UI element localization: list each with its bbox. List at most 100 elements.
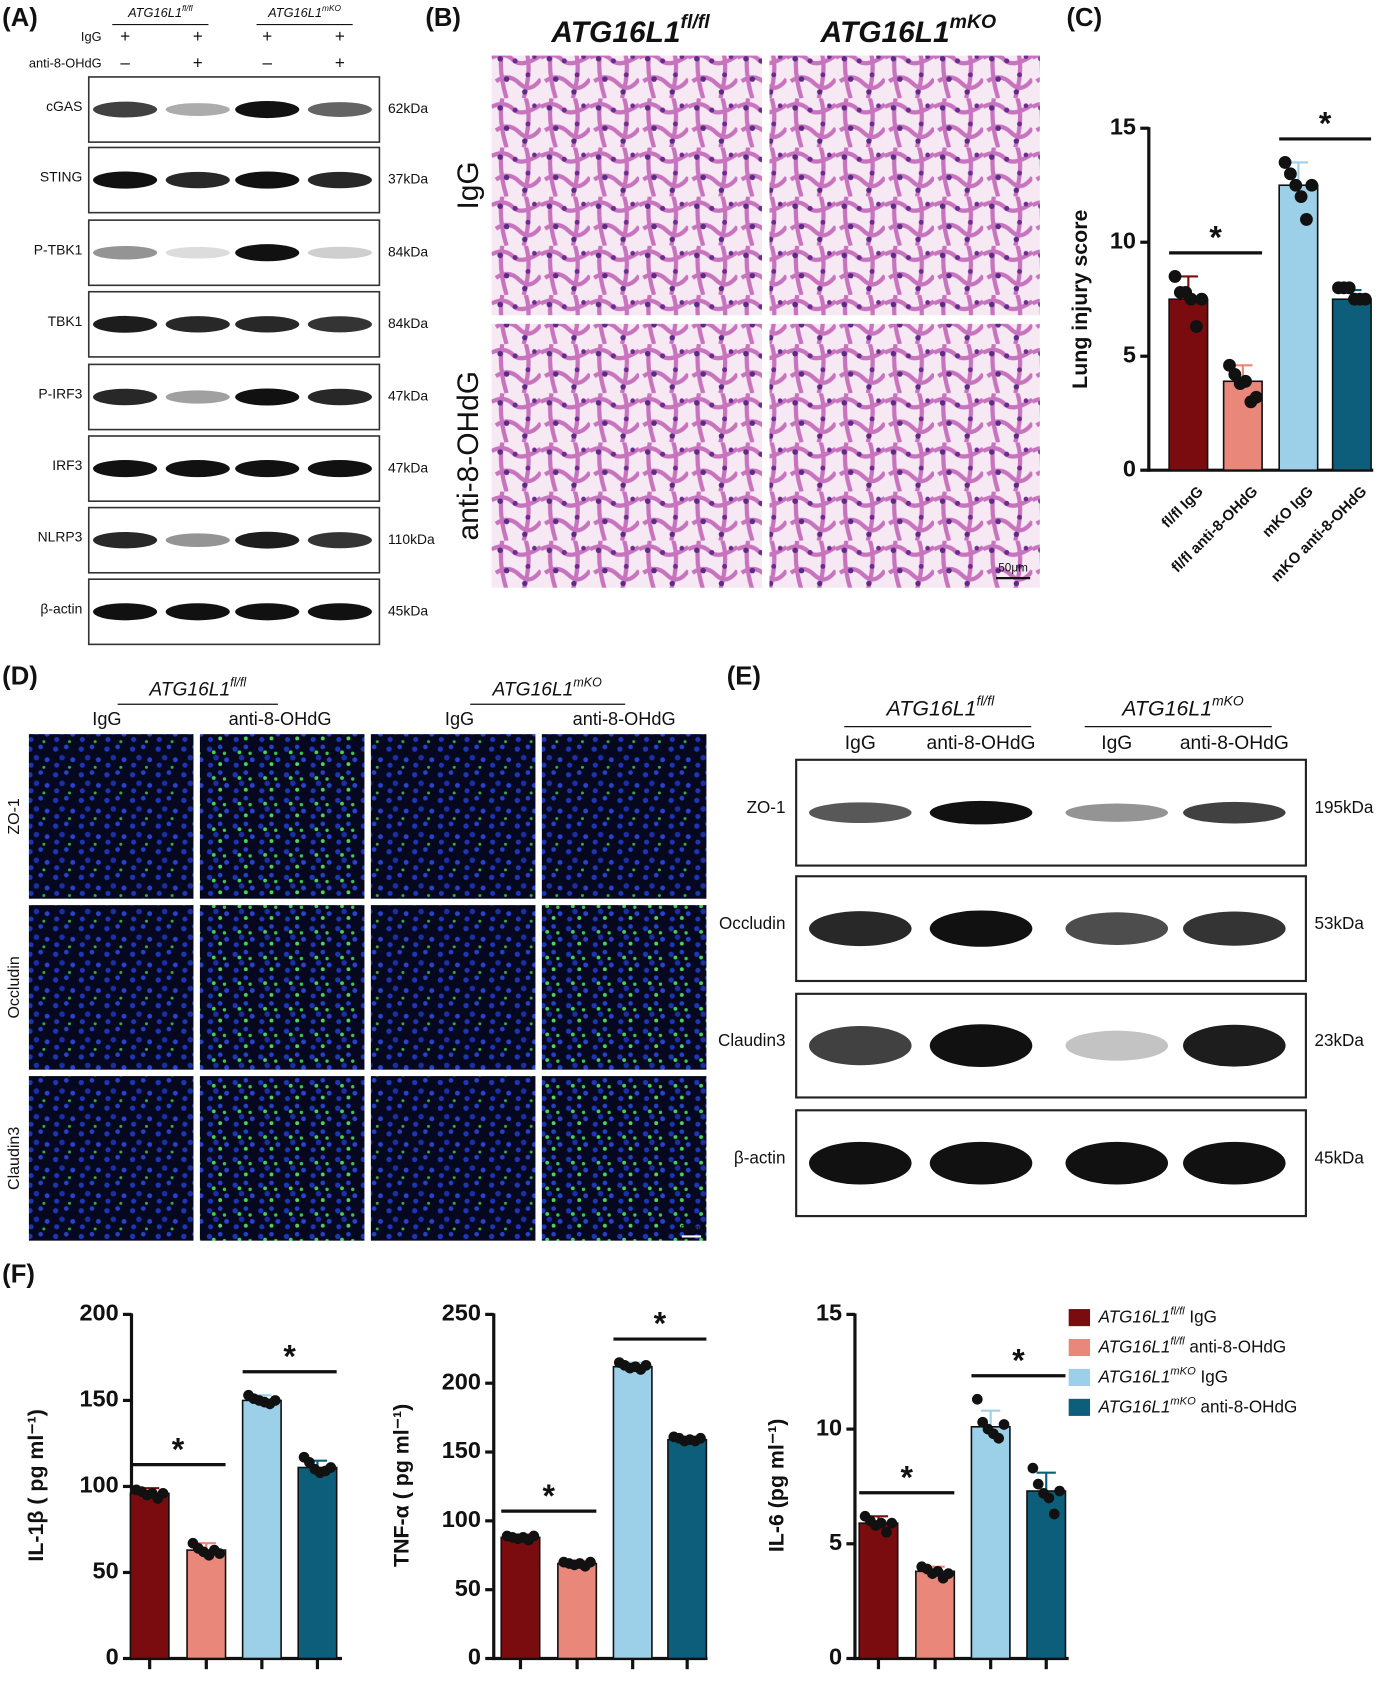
text-part: fl/fl (1170, 1335, 1185, 1347)
text-part: ATG16L1 (492, 679, 574, 700)
group-header: ATG16L1fl/fl (550, 11, 710, 49)
blot-band (165, 390, 230, 404)
data-point (1189, 320, 1203, 333)
data-point (875, 1517, 887, 1529)
blot-size: 53kDa (1314, 914, 1364, 933)
legend-label: ATG16L1mKO anti-8-OHdG (1098, 1395, 1298, 1416)
data-point (1249, 390, 1263, 404)
blot-size: 37kDa (388, 171, 428, 187)
significance-label: * (172, 1431, 185, 1467)
blot-size: 110kDa (388, 531, 435, 547)
blot-label: Claudin3 (718, 1031, 785, 1050)
blot-label: β-actin (734, 1148, 786, 1167)
treatment-mark: + (193, 54, 203, 73)
y-tick-label: 5 (1123, 341, 1136, 367)
bar (1026, 1490, 1067, 1660)
blot-band (235, 171, 300, 189)
group-header: ATG16L1fl/fl (148, 676, 247, 701)
data-point (971, 1393, 983, 1405)
blot-label: Occludin (719, 914, 785, 933)
data-point (1195, 292, 1209, 306)
column-label: IgG (1101, 733, 1132, 754)
text-part: ATG16L1 (1098, 1307, 1171, 1326)
fluorescence-image (28, 734, 194, 899)
histology-image (491, 323, 762, 588)
data-point (214, 1548, 226, 1559)
blot-label: IRF3 (52, 457, 82, 473)
bar (186, 1549, 227, 1660)
bar (297, 1466, 338, 1660)
data-point (1184, 292, 1198, 306)
fluorescence-image (199, 1076, 365, 1241)
y-tick-label: 50 (455, 1575, 481, 1601)
panel-letter: (A) (2, 4, 38, 32)
blot-size: 62kDa (388, 100, 428, 116)
blot-size: 23kDa (1314, 1031, 1364, 1050)
text-part: ATG16L1 (885, 696, 977, 720)
column-label: anti-8-OHdG (229, 709, 332, 729)
blot-band (307, 171, 372, 189)
blot-size: 45kDa (388, 602, 428, 618)
data-point (325, 1462, 337, 1473)
blot-band (93, 388, 158, 406)
legend-swatch (1068, 1338, 1091, 1357)
text-part: ATG16L1 (148, 679, 230, 700)
blot-band (929, 1141, 1033, 1185)
blot-band (307, 388, 372, 406)
data-point (1239, 374, 1252, 388)
blot-band (93, 315, 158, 333)
data-point (585, 1556, 596, 1568)
bar (612, 1365, 653, 1660)
data-point (943, 1568, 954, 1579)
blot-label: NLRP3 (38, 529, 83, 545)
column-label: IgG (845, 733, 876, 754)
blot-band (165, 316, 230, 333)
histology-image (769, 55, 1040, 316)
text-part: anti-8-OHdG (1196, 1397, 1298, 1416)
text-part: fl/fl (182, 3, 194, 13)
data-point (1027, 1462, 1039, 1474)
blot-band (1065, 1030, 1169, 1061)
row-label: Occludin (5, 956, 23, 1018)
panel-letter: (D) (2, 662, 38, 690)
y-axis-label: TNF-α ( pg ml⁻¹) (390, 1404, 414, 1567)
blot-band (929, 910, 1033, 947)
text-part: ATG16L1 (1098, 1337, 1171, 1356)
y-tick-label: 50 (93, 1558, 119, 1584)
group-header: ATG16L1fl/fl (885, 692, 995, 720)
blot-band (1065, 803, 1169, 822)
blot-label: P-TBK1 (34, 241, 83, 257)
column-label: anti-8-OHdG (573, 709, 676, 729)
blot-size: 47kDa (388, 388, 428, 404)
blot-band (235, 100, 300, 119)
data-point (1294, 190, 1308, 204)
y-tick-label: 15 (1110, 113, 1136, 139)
bar (1331, 298, 1372, 471)
group-header: ATG16L1mKO (492, 676, 603, 701)
fluorescence-image (541, 905, 707, 1070)
row-label: IgG (452, 161, 485, 209)
significance-label: * (283, 1338, 296, 1374)
bar (667, 1438, 708, 1660)
blot-band (165, 460, 230, 478)
group-header: ATG16L1mKO (1120, 692, 1244, 720)
blot-size: 47kDa (388, 459, 428, 475)
fluorescence-image (199, 905, 365, 1070)
text-part: ATG16L1 (550, 16, 680, 49)
histology-image (769, 323, 1040, 588)
fluorescence-image (541, 1076, 707, 1241)
data-point (1032, 1478, 1044, 1490)
fluorescence-image (541, 734, 707, 899)
fluorescence-image (370, 905, 536, 1070)
column-label: anti-8-OHdG (927, 733, 1036, 754)
scale-bar-label: 50um (681, 1223, 702, 1233)
significance-label: * (1319, 106, 1332, 142)
treatment-mark: – (120, 54, 130, 73)
fluorescence-image (199, 734, 365, 899)
bar (500, 1536, 541, 1660)
panel-letter: (B) (425, 4, 461, 32)
blot-band (307, 460, 372, 478)
bar (858, 1522, 899, 1660)
